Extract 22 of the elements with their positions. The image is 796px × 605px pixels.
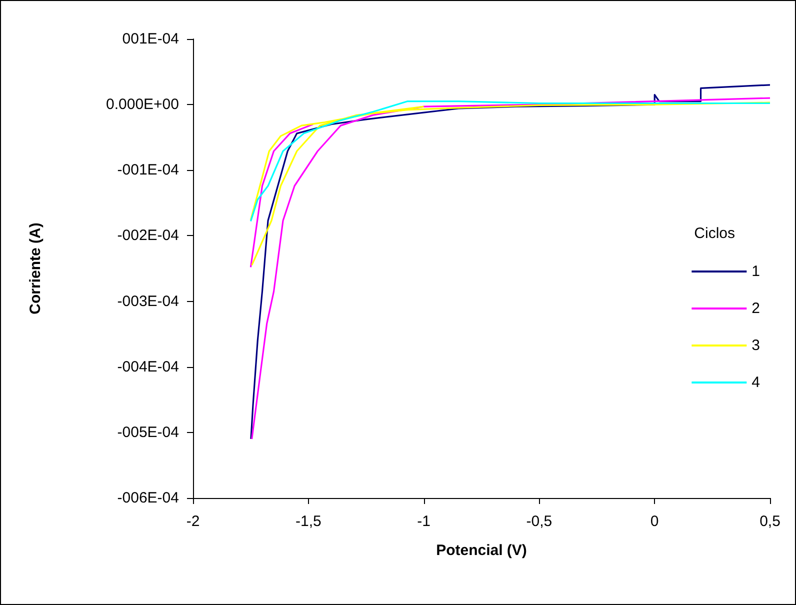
x-tick-label: 0 [650, 513, 659, 530]
legend-label: 3 [752, 337, 760, 354]
y-tick-label: -005E-04 [117, 424, 179, 441]
legend-title: Ciclos [694, 225, 736, 242]
x-axis-title: Potencial (V) [436, 542, 527, 559]
y-axis-title: Corriente (A) [27, 222, 44, 314]
y-tick-label: 001E-04 [122, 30, 179, 48]
x-tick-label: -1,5 [295, 513, 322, 530]
y-tick-label: -002E-04 [117, 227, 179, 244]
y-tick-label: -004E-04 [117, 358, 179, 376]
y-tick-label: 0.000E+00 [106, 96, 179, 114]
y-tick-label: -001E-04 [117, 162, 179, 179]
x-tick-label: -0,5 [526, 513, 552, 530]
legend-label: 1 [752, 263, 760, 280]
x-tick-label: -1 [417, 513, 430, 530]
y-tick-label: -003E-04 [117, 292, 179, 310]
x-tick-label: -2 [186, 513, 200, 530]
legend-label: 4 [752, 374, 760, 391]
x-tick-label: 0,5 [760, 513, 780, 530]
legend-label: 2 [752, 300, 760, 317]
line-series [250, 100, 771, 222]
y-tick-label: -006E-04 [117, 490, 179, 506]
